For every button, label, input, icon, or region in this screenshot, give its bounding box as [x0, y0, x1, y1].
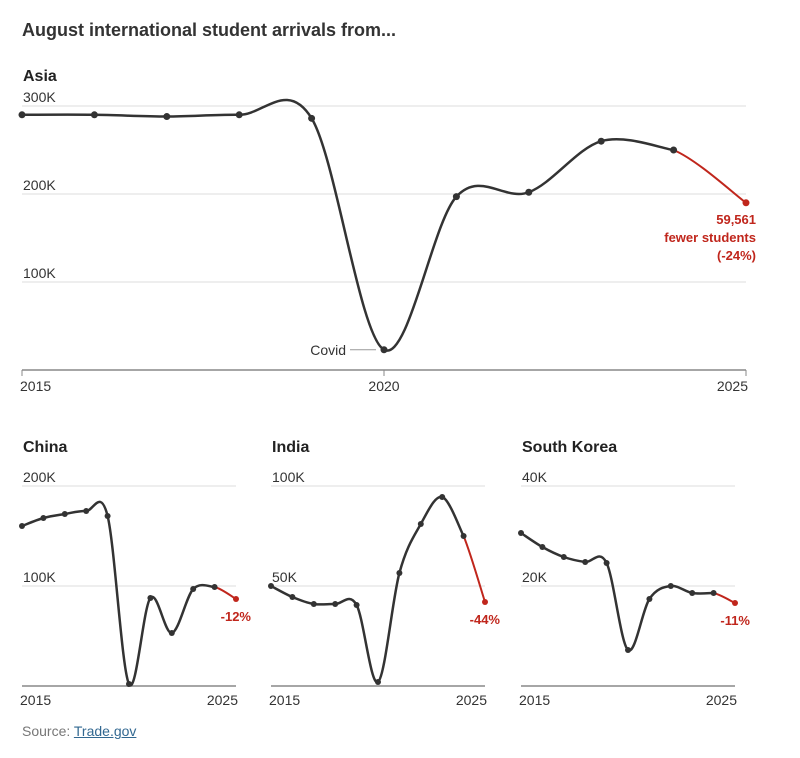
data-point — [375, 679, 381, 685]
data-point — [310, 601, 317, 607]
covid-annotation: Covid — [310, 342, 346, 358]
data-point — [61, 511, 68, 517]
series-line-change — [673, 149, 747, 204]
data-point — [308, 114, 316, 122]
data-point — [126, 681, 132, 687]
panel-title: Asia — [23, 68, 57, 85]
source-note: Source: Trade.gov — [22, 723, 136, 739]
data-point — [147, 595, 154, 601]
change-annotation: -11% — [720, 613, 750, 628]
data-point — [353, 602, 360, 608]
data-point — [380, 346, 388, 354]
data-point — [396, 570, 403, 576]
series-line — [520, 531, 714, 652]
x-tick-label: 2025 — [706, 692, 737, 708]
data-point — [18, 111, 26, 119]
data-point — [83, 508, 90, 514]
y-tick-label: 20K — [522, 569, 548, 585]
x-tick-label: 2015 — [20, 378, 51, 394]
x-tick-label: 2015 — [20, 692, 51, 708]
series-line-change — [713, 592, 736, 604]
data-point — [235, 111, 243, 119]
data-point — [539, 544, 546, 550]
change-annotation: -44% — [470, 612, 501, 627]
y-tick-label: 40K — [522, 469, 548, 485]
x-tick-label: 2025 — [207, 692, 238, 708]
data-point — [190, 586, 197, 592]
panel-title: South Korea — [522, 439, 617, 456]
data-point — [518, 530, 524, 536]
source-label: Source: — [22, 723, 71, 739]
x-tick-label: 2015 — [269, 692, 300, 708]
panel-title: India — [272, 439, 309, 456]
y-tick-label: 100K — [272, 469, 305, 485]
data-point — [689, 590, 696, 596]
data-point — [597, 137, 605, 145]
data-point — [582, 559, 589, 565]
data-point — [268, 583, 274, 589]
data-point — [460, 533, 467, 539]
data-point — [163, 113, 171, 121]
data-point — [670, 146, 678, 154]
data-point — [646, 596, 653, 602]
change-annotation: fewer students — [664, 230, 756, 245]
data-point — [211, 584, 218, 590]
x-tick-label: 2025 — [456, 692, 487, 708]
data-point — [732, 600, 738, 606]
y-tick-label: 200K — [23, 177, 56, 193]
change-annotation: 59,561 — [716, 212, 756, 227]
change-annotation: (-24%) — [717, 248, 756, 263]
data-point — [452, 193, 460, 201]
data-point — [625, 647, 631, 653]
data-point — [667, 583, 674, 589]
x-tick-label: 2015 — [519, 692, 550, 708]
series-line — [21, 98, 674, 352]
data-point — [332, 601, 339, 607]
data-point — [90, 111, 98, 119]
x-tick-label: 2025 — [717, 378, 748, 394]
data-point — [525, 188, 533, 196]
source-link[interactable]: Trade.gov — [73, 723, 137, 739]
data-point — [417, 521, 424, 527]
y-tick-label: 100K — [23, 265, 56, 281]
series-line-change — [214, 586, 237, 600]
y-tick-label: 100K — [23, 569, 56, 585]
data-point — [19, 523, 25, 529]
data-point — [560, 554, 567, 560]
data-point — [104, 513, 111, 519]
series-line — [270, 495, 465, 684]
y-tick-label: 50K — [272, 569, 298, 585]
chart-title: August international student arrivals fr… — [22, 20, 397, 40]
data-point — [710, 590, 717, 596]
panel-title: China — [23, 439, 68, 456]
data-point — [482, 599, 488, 605]
x-tick-label: 2020 — [368, 378, 399, 394]
data-point — [439, 494, 446, 500]
series-line — [21, 500, 215, 687]
data-point — [742, 199, 750, 207]
data-point — [603, 560, 610, 566]
y-tick-label: 300K — [23, 89, 56, 105]
y-tick-label: 200K — [23, 469, 56, 485]
data-point — [40, 515, 47, 521]
data-point — [233, 596, 239, 602]
data-point — [168, 630, 175, 636]
series-line-change — [462, 535, 486, 603]
data-point — [289, 594, 296, 600]
change-annotation: -12% — [221, 609, 252, 624]
